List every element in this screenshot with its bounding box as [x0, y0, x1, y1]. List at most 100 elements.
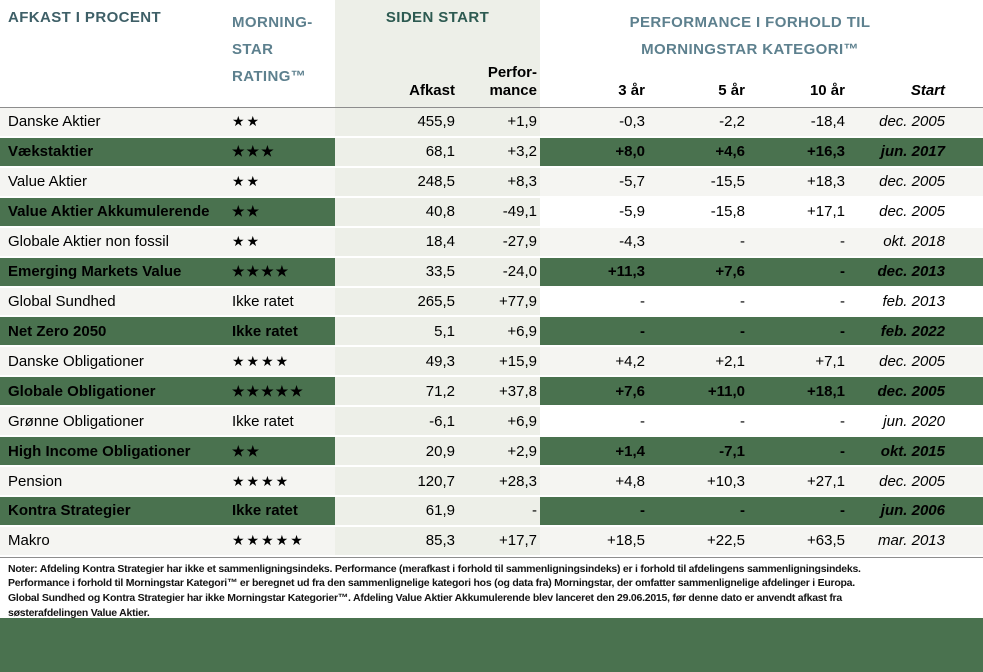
fund-name-cell: Value Aktier Akkumulerende: [0, 197, 232, 226]
rating-cell: ★★★★★: [232, 377, 335, 406]
return-5yr-cell: -: [647, 496, 747, 525]
page-title: AFKAST I PROCENT: [8, 9, 162, 26]
rating-cell: ★★: [232, 167, 335, 196]
return-3yr-cell: -: [540, 317, 647, 346]
column-header-afkast: Afkast: [409, 82, 455, 99]
table-row: Value Aktier ★★ 248,5 +8,3 -5,7 -15,5 +18,3 dec…: [0, 167, 983, 198]
table-row: Globale Aktier non fossil ★★ 18,4 -27,9 -4,3…: [0, 227, 983, 258]
return-5yr-cell: +4,6: [647, 137, 747, 166]
return-10yr-cell: +17,1: [747, 197, 847, 226]
rating-cell: ★★: [232, 197, 335, 226]
return-10yr-cell: -: [747, 407, 847, 436]
performance-cell: +2,9: [457, 437, 540, 466]
return-10yr-cell: +18,3: [747, 167, 847, 196]
afkast-cell: 5,1: [335, 317, 457, 346]
return-5yr-cell: +7,6: [647, 257, 747, 286]
performance-cell: +1,9: [457, 108, 540, 136]
afkast-cell: 18,4: [335, 227, 457, 256]
table-row: Danske Obligationer ★★★★ 49,3 +15,9 +4,2 +2,1…: [0, 347, 983, 378]
rating-cell: Ikke ratet: [232, 287, 335, 316]
start-date-cell: dec. 2005: [847, 377, 983, 406]
table-header: AFKAST I PROCENT MORNING- STAR RATING™ S…: [0, 0, 983, 107]
start-date-cell: okt. 2015: [847, 437, 983, 466]
return-10yr-cell: -: [747, 257, 847, 286]
afkast-cell: 71,2: [335, 377, 457, 406]
afkast-cell: 49,3: [335, 347, 457, 376]
afkast-cell: 33,5: [335, 257, 457, 286]
rating-cell: Ikke ratet: [232, 407, 335, 436]
table-row: Pension ★★★★ 120,7 +28,3 +4,8 +10,3 +27,1 dec. …: [0, 467, 983, 497]
performance-cell: -24,0: [457, 257, 540, 286]
performance-cell: +6,9: [457, 317, 540, 346]
table-row: Makro ★★★★★ 85,3 +17,7 +18,5 +22,5 +63,5 mar. 2…: [0, 526, 983, 557]
return-3yr-cell: -0,3: [540, 108, 647, 136]
return-3yr-cell: +8,0: [540, 137, 647, 166]
rating-cell: ★★★★: [232, 257, 335, 286]
fund-name-cell: Vækstaktier: [0, 137, 232, 166]
rating-cell: ★★★★: [232, 347, 335, 376]
rating-cell: ★★: [232, 437, 335, 466]
fund-name-cell: Globale Obligationer: [0, 377, 232, 406]
return-3yr-cell: -: [540, 287, 647, 316]
performance-cell: +3,2: [457, 137, 540, 166]
afkast-cell: 61,9: [335, 496, 457, 525]
performance-cell: +8,3: [457, 167, 540, 196]
return-3yr-cell: -4,3: [540, 227, 647, 256]
afkast-cell: 265,5: [335, 287, 457, 316]
start-date-cell: jun. 2020: [847, 407, 983, 436]
performance-cell: +6,9: [457, 407, 540, 436]
table-row: Net Zero 2050 Ikke ratet 5,1 +6,9- - - feb. 20…: [0, 317, 983, 348]
start-date-cell: feb. 2022: [847, 317, 983, 346]
return-3yr-cell: +18,5: [540, 526, 647, 555]
table-row: Value Aktier Akkumulerende ★★ 40,8 -49,1 -5,…: [0, 197, 983, 228]
return-3yr-cell: +1,4: [540, 437, 647, 466]
return-10yr-cell: +16,3: [747, 137, 847, 166]
start-date-cell: dec. 2005: [847, 467, 983, 495]
start-date-cell: feb. 2013: [847, 287, 983, 316]
return-5yr-cell: +10,3: [647, 467, 747, 495]
fund-name-cell: Net Zero 2050: [0, 317, 232, 346]
table-row: High Income Obligationer ★★ 20,9 +2,9 +1,4 -7…: [0, 437, 983, 468]
fund-name-cell: Emerging Markets Value: [0, 257, 232, 286]
start-date-cell: dec. 2005: [847, 197, 983, 226]
return-5yr-cell: -15,5: [647, 167, 747, 196]
rating-cell: ★★★: [232, 137, 335, 166]
column-header-performance: Perfor- mance: [487, 64, 537, 99]
return-10yr-cell: +18,1: [747, 377, 847, 406]
start-date-cell: jun. 2006: [847, 496, 983, 525]
start-date-cell: dec. 2013: [847, 257, 983, 286]
performance-cell: +17,7: [457, 526, 540, 555]
table-row: Danske Aktier ★★ 455,9 +1,9 -0,3 -2,2 -18,4 dec…: [0, 108, 983, 138]
start-date-cell: mar. 2013: [847, 526, 983, 555]
table-row: Emerging Markets Value ★★★★ 33,5 -24,0 +11,3…: [0, 257, 983, 288]
return-5yr-cell: +22,5: [647, 526, 747, 555]
fund-name-cell: Danske Aktier: [0, 108, 232, 136]
fund-name-cell: Grønne Obligationer: [0, 407, 232, 436]
rating-cell: ★★: [232, 227, 335, 256]
fund-name-cell: Global Sundhed: [0, 287, 232, 316]
return-3yr-cell: -: [540, 496, 647, 525]
rating-cell: ★★★★: [232, 467, 335, 495]
column-header-3yr: 3 år: [618, 82, 645, 99]
performance-cell: +77,9: [457, 287, 540, 316]
afkast-cell: 20,9: [335, 437, 457, 466]
return-10yr-cell: -: [747, 317, 847, 346]
start-date-cell: dec. 2005: [847, 347, 983, 376]
performance-cell: -: [457, 496, 540, 525]
table-row: Grønne Obligationer Ikke ratet -6,1 +6,9- - -…: [0, 407, 983, 438]
fund-name-cell: Value Aktier: [0, 167, 232, 196]
afkast-cell: 248,5: [335, 167, 457, 196]
performance-cell: -27,9: [457, 227, 540, 256]
return-10yr-cell: +63,5: [747, 526, 847, 555]
fund-name-cell: Kontra Strategier: [0, 496, 232, 525]
afkast-cell: -6,1: [335, 407, 457, 436]
footnotes: Noter: Afdeling Kontra Strategier har ik…: [0, 556, 983, 618]
return-10yr-cell: -: [747, 437, 847, 466]
performance-cell: -49,1: [457, 197, 540, 226]
performance-section-title: PERFORMANCE I FORHOLD TIL MORNINGSTAR KA…: [629, 14, 871, 58]
afkast-cell: 40,8: [335, 197, 457, 226]
fund-name-cell: Pension: [0, 467, 232, 495]
return-5yr-cell: -2,2: [647, 108, 747, 136]
performance-cell: +15,9: [457, 347, 540, 376]
